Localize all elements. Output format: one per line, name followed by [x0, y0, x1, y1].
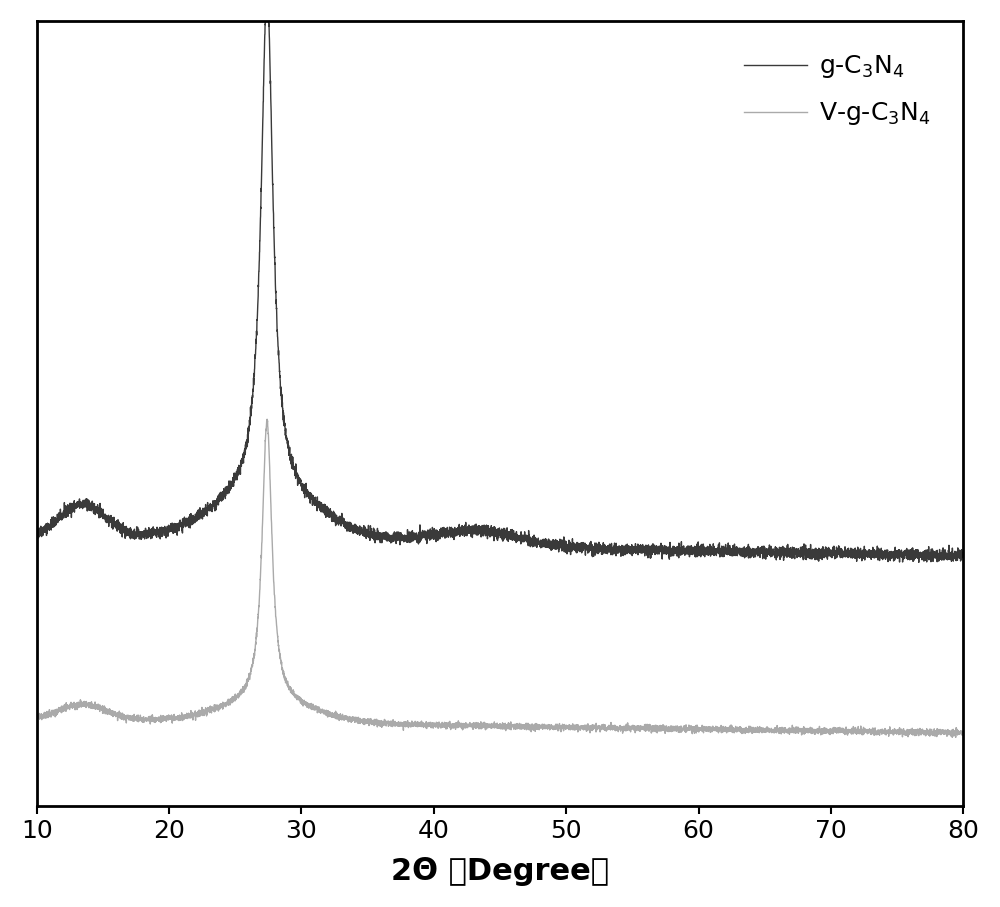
V-g-C$_3$N$_4$ [658, 724, 670, 735]
V-g-C$_3$N$_4$ [957, 727, 969, 738]
V-g-C$_3$N$_4$ [950, 732, 962, 743]
V-g-C$_3$N$_4$ [381, 717, 393, 728]
g-C$_3$N$_4$ [957, 549, 969, 560]
V-g-C$_3$N$_4$ [261, 414, 273, 424]
g-C$_3$N$_4$ [79, 499, 91, 510]
V-g-C$_3$N$_4$ [399, 718, 411, 729]
g-C$_3$N$_4$ [273, 366, 285, 377]
V-g-C$_3$N$_4$ [31, 710, 43, 721]
Line: V-g-C$_3$N$_4$: V-g-C$_3$N$_4$ [37, 419, 963, 737]
Line: g-C$_3$N$_4$: g-C$_3$N$_4$ [37, 0, 963, 562]
g-C$_3$N$_4$ [31, 527, 43, 538]
g-C$_3$N$_4$ [381, 533, 393, 544]
V-g-C$_3$N$_4$ [479, 725, 491, 736]
Legend: g-C$_3$N$_4$, V-g-C$_3$N$_4$: g-C$_3$N$_4$, V-g-C$_3$N$_4$ [724, 34, 951, 147]
g-C$_3$N$_4$ [399, 535, 411, 546]
g-C$_3$N$_4$ [658, 547, 670, 558]
X-axis label: 2Θ （Degree）: 2Θ （Degree） [391, 857, 609, 886]
g-C$_3$N$_4$ [479, 531, 491, 541]
V-g-C$_3$N$_4$ [79, 699, 91, 710]
V-g-C$_3$N$_4$ [273, 646, 285, 657]
g-C$_3$N$_4$ [913, 557, 925, 568]
